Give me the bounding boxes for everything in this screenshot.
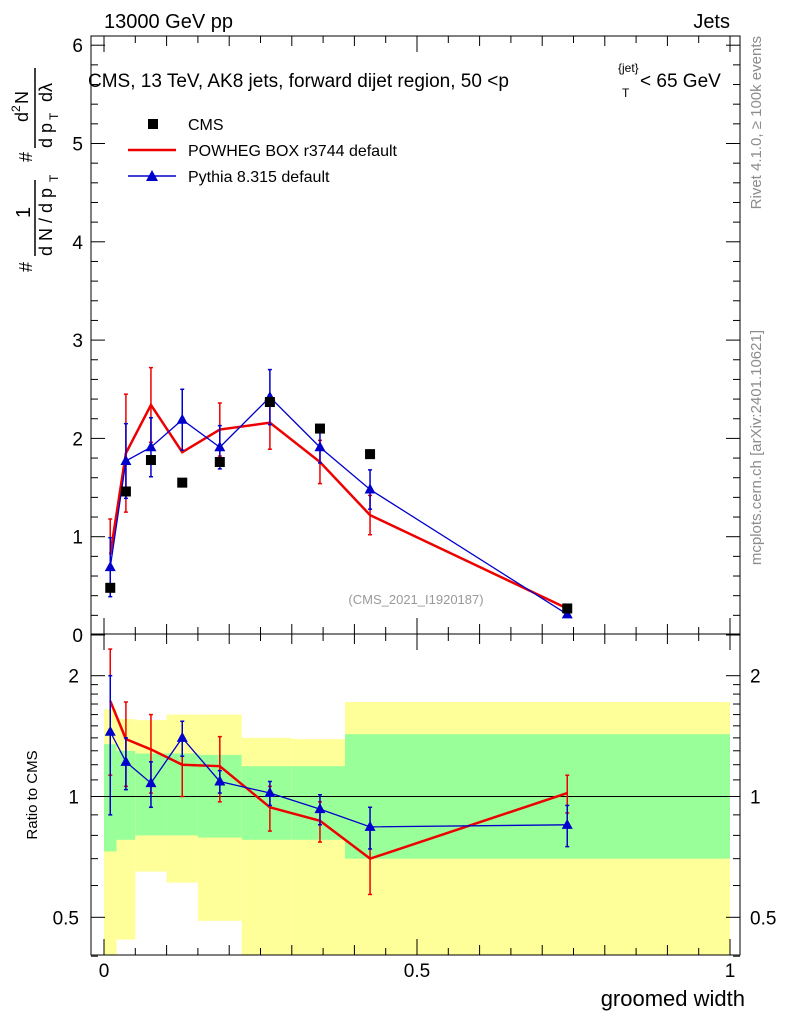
cms-point-7	[365, 449, 376, 460]
ylabel-T-2: T	[47, 112, 61, 120]
powheg-line	[109, 402, 568, 610]
ratio-tick-label-right-1: 1	[750, 788, 761, 809]
x-tick-label-1: 0.5	[404, 961, 430, 982]
x-tick-label-0: 0	[99, 961, 110, 982]
side-text-bottom: mcplots.cern.ch [arXiv:2401.10621]	[748, 330, 765, 565]
y-tick-label-5: 5	[72, 135, 83, 156]
ylabel-N: N	[12, 91, 32, 104]
ratio-pythia-point-2	[145, 777, 157, 788]
pythia-point-7	[364, 483, 376, 494]
ratio-pythia-point-5	[264, 787, 276, 798]
y-tick-label-0: 0	[72, 626, 83, 647]
header-right: Jets	[693, 11, 730, 33]
x-tick-label-2: 1	[725, 961, 736, 982]
ratio-tick-label-right-0: 0.5	[750, 908, 776, 929]
band-inner-1	[116, 750, 136, 840]
ylabel-one: 1	[13, 207, 35, 218]
ratio-pythia-point-3	[176, 731, 188, 742]
tick-labels: 0 1 2 3 4 5 6 0.5 0.5 1 1 2 2 0 0.5 1	[53, 36, 777, 982]
ratio-pythia-point-4	[214, 775, 226, 786]
ratio-pythia-point-7	[364, 820, 376, 831]
pythia-point-4	[214, 441, 226, 452]
ylabel-two: 2	[9, 105, 23, 112]
ratio-pythia-point-8	[561, 818, 573, 829]
series-layer	[104, 366, 573, 896]
legend-cms-marker	[148, 119, 158, 129]
legend-pythia-marker	[146, 170, 158, 181]
header-left: 13000 GeV pp	[104, 11, 233, 33]
y-tick-label-6: 6	[72, 36, 83, 57]
title-sup: {jet}	[618, 61, 639, 75]
pythia-point-2	[145, 441, 157, 452]
y-axis-label: # 1 d N / d p T # d 2 N d p T dλ	[9, 68, 61, 272]
ylabel-d2N: d	[12, 112, 32, 122]
axes	[90, 35, 741, 957]
ratio-pythia-point-0	[104, 725, 116, 736]
analysis-tag: (CMS_2021_I1920187)	[348, 592, 483, 607]
legend: CMS POWHEG BOX r3744 default Pythia 8.31…	[128, 117, 398, 186]
legend-cms: CMS	[188, 117, 224, 134]
ratio-pythia-point-6	[314, 803, 326, 814]
ylabel-dpT: d p	[36, 123, 56, 148]
ylabel-hash-2: #	[16, 152, 36, 162]
y-tick-label-4: 4	[72, 233, 83, 254]
legend-pythia: Pythia 8.315 default	[188, 169, 330, 186]
ylabel-T-1: T	[47, 174, 61, 182]
cms-point-4	[214, 456, 225, 467]
legend-powheg: POWHEG BOX r3744 default	[188, 143, 398, 160]
x-axis-label: groomed width	[601, 986, 745, 1011]
ratio-tick-label-1: 1	[68, 788, 79, 809]
y-tick-label-3: 3	[72, 331, 83, 352]
cms-point-6	[314, 423, 325, 434]
cms-point-0	[105, 582, 116, 593]
ratio-tick-label-right-2: 2	[750, 667, 761, 688]
cms-point-8	[562, 603, 573, 614]
band-inner-5	[241, 766, 292, 840]
pythia-point-3	[176, 413, 188, 424]
cms-point-2	[145, 455, 156, 466]
ylabel-dN: d N / d p	[36, 188, 56, 256]
ratio-tick-label-0: 0.5	[53, 908, 79, 929]
ratio-frame	[90, 633, 741, 956]
title-sub: T	[622, 86, 630, 100]
cms-point-5	[264, 397, 275, 408]
ratio-tick-label-2: 2	[68, 667, 79, 688]
pythia-point-1	[120, 455, 132, 466]
pythia-point-0	[104, 561, 116, 572]
ylabel-hash-1: #	[16, 262, 36, 272]
ylabel-dlambda: dλ	[36, 83, 56, 102]
ratio-y-label: Ratio to CMS	[24, 750, 41, 839]
cms-point-1	[120, 486, 131, 497]
cms-point-3	[177, 477, 188, 488]
ratio-bands	[104, 701, 730, 955]
y-tick-label-1: 1	[72, 528, 83, 549]
side-text-top: Rivet 4.1.0, ≥ 100k events	[748, 36, 765, 209]
chart-title: CMS, 13 TeV, AK8 jets, forward dijet reg…	[88, 71, 509, 92]
title-pt: p	[498, 71, 509, 92]
title-tail: < 65 GeV	[640, 71, 721, 92]
ratio-pythia-point-1	[120, 755, 132, 766]
pythia-line	[109, 396, 568, 615]
pythia-point-6	[314, 441, 326, 452]
y-tick-label-2: 2	[72, 429, 83, 450]
